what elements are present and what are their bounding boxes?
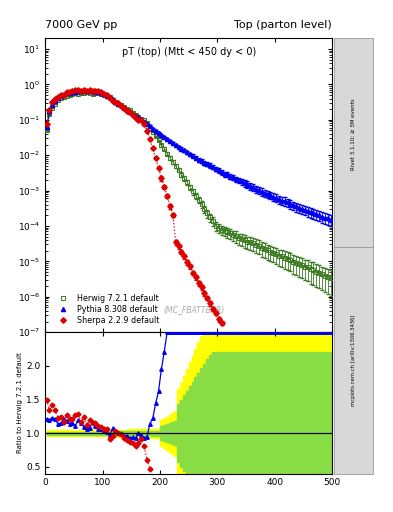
Text: pT (top) (Mtt < 450 dy < 0): pT (top) (Mtt < 450 dy < 0)	[121, 47, 256, 57]
Sherpa 2.2.9 default	[82, 87, 86, 93]
Line: Herwig 7.2.1 default: Herwig 7.2.1 default	[44, 90, 333, 281]
Text: Rivet 3.1.10; ≥ 3M events: Rivet 3.1.10; ≥ 3M events	[351, 98, 356, 170]
Herwig 7.2.1 default	[317, 270, 321, 276]
Pythia 8.308 default	[328, 217, 333, 223]
Y-axis label: Ratio to Herwig 7.2.1 default: Ratio to Herwig 7.2.1 default	[17, 352, 23, 453]
Legend: Herwig 7.2.1 default, Pythia 8.308 default, Sherpa 2.2.9 default: Herwig 7.2.1 default, Pythia 8.308 defau…	[49, 291, 162, 328]
Line: Pythia 8.308 default: Pythia 8.308 default	[44, 89, 333, 222]
Pythia 8.308 default	[308, 209, 313, 215]
Pythia 8.308 default	[102, 91, 107, 97]
Pythia 8.308 default	[317, 212, 321, 218]
Sherpa 2.2.9 default	[133, 115, 138, 121]
Sherpa 2.2.9 default	[199, 284, 204, 290]
Pythia 8.308 default	[113, 98, 118, 104]
Herwig 7.2.1 default	[113, 99, 118, 105]
Pythia 8.308 default	[44, 124, 49, 131]
Text: mcplots.cern.ch [arXiv:1306.3436]: mcplots.cern.ch [arXiv:1306.3436]	[351, 315, 356, 406]
Text: (MC_FBATTBAR): (MC_FBATTBAR)	[164, 306, 225, 314]
Line: Sherpa 2.2.9 default: Sherpa 2.2.9 default	[45, 88, 224, 325]
Pythia 8.308 default	[79, 88, 83, 94]
Herwig 7.2.1 default	[102, 92, 107, 98]
Herwig 7.2.1 default	[308, 266, 313, 272]
Text: Top (parton level): Top (parton level)	[234, 19, 332, 30]
Herwig 7.2.1 default	[193, 193, 198, 199]
Text: 7000 GeV pp: 7000 GeV pp	[45, 19, 118, 30]
Sherpa 2.2.9 default	[219, 320, 224, 326]
Sherpa 2.2.9 default	[79, 88, 83, 94]
Herwig 7.2.1 default	[328, 275, 333, 281]
Sherpa 2.2.9 default	[59, 92, 63, 98]
Sherpa 2.2.9 default	[93, 88, 98, 94]
Herwig 7.2.1 default	[217, 225, 221, 231]
Herwig 7.2.1 default	[44, 127, 49, 134]
Herwig 7.2.1 default	[84, 89, 89, 95]
Pythia 8.308 default	[217, 167, 221, 174]
Sherpa 2.2.9 default	[44, 121, 49, 127]
Sherpa 2.2.9 default	[153, 155, 158, 161]
Pythia 8.308 default	[193, 155, 198, 161]
